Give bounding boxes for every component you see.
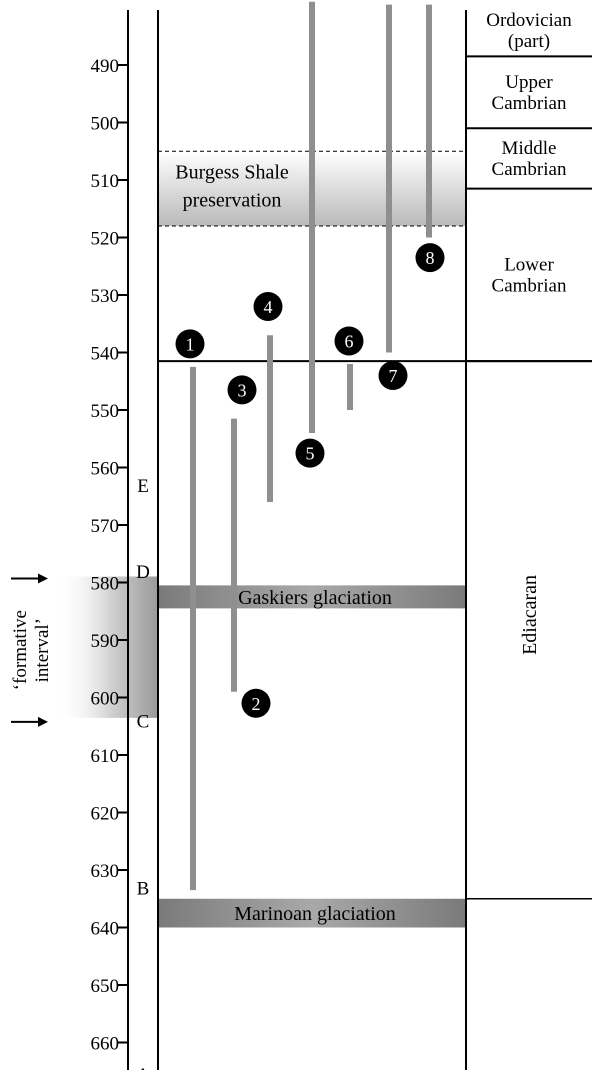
axis-tick-label: 510 [91,171,120,192]
range-bar [309,1,315,433]
zone-letters: E D C B A [136,476,150,1075]
range-marker [175,329,205,359]
range-bar [231,418,237,692]
age-axis: 490 500 510 520 530 540 550 560 570 580 590 600 610 6… [91,56,128,1055]
range-marker-label: 8 [426,248,435,268]
zone-letter: E [137,476,149,497]
range-marker-label: 5 [306,444,315,464]
period-label: Middle Cambrian [492,138,567,180]
range-marker [227,375,257,405]
period-column: Ordovician (part) Upper Cambrian Middle Cambr… [466,10,592,900]
axis-tick-label: 660 [91,1034,120,1055]
range-bar [426,4,432,238]
period-label: Ediacaran [519,575,541,655]
formative-arrow-head [38,716,48,727]
axis-tick-label: 550 [91,401,120,422]
range-marker [253,292,283,321]
range-bar [347,364,353,410]
axis-tick-label: 650 [91,976,120,997]
range-marker [378,361,408,390]
zone-letter: A [136,1065,150,1070]
period-label: Upper Cambrian [492,72,567,114]
range-marker [295,438,325,468]
zone-letter: D [136,562,150,583]
axis-tick-label: 580 [91,574,120,595]
burgess-shale-label: Burgess Shale preservation [175,161,289,211]
range-marker-label: 6 [345,332,354,352]
axis-tick-label: 610 [91,746,120,767]
axis-tick-label: 500 [91,114,120,135]
range-marker-label: 3 [238,380,247,400]
axis-tick-label: 640 [91,919,120,940]
column-frame [127,10,467,1070]
range-marker-label: 7 [389,366,398,386]
axis-tick-label: 620 [91,804,120,825]
glaciation-label: Gaskiers glaciation [238,587,392,609]
glaciation-band [158,898,466,928]
range-marker [241,688,271,718]
range-marker [334,326,364,356]
axis-tick-label: 490 [91,56,120,77]
formative-interval-label: ‘formativeinterval’ [10,610,53,690]
range-marker [415,243,445,273]
range-bar [267,335,273,502]
range-marker-label: 2 [252,694,261,714]
zone-letter: C [137,712,150,733]
formative-interval-shading [56,576,158,718]
zone-letter: B [137,878,150,899]
period-label: Lower Cambrian [492,254,567,296]
period-label: Ordovician (part) [486,10,572,52]
axis-tick-label: 630 [91,861,120,882]
fossil-ranges: 1 2 3 4 5 6 7 8 [175,1,445,891]
formative-interval-band [56,576,158,718]
axis-tick-label: 600 [91,689,120,710]
range-bar [190,366,196,891]
axis-tick-label: 590 [91,631,120,652]
axis-tick-label: 530 [91,286,120,307]
range-bar [386,4,392,353]
range-marker-label: 1 [186,334,195,354]
glaciation-label: Marinoan glaciation [234,903,396,925]
glaciation-bands: Gaskiers glaciation Marinoan glaciation [158,585,466,928]
formative-interval-annotation: ‘formativeinterval’ [10,573,53,727]
axis-tick-label: 560 [91,459,120,480]
band-labels: Burgess Shale preservation [175,161,289,211]
axis-tick-label: 520 [91,229,120,250]
axis-tick-label: 540 [91,344,120,365]
axis-tick-label: 570 [91,516,120,537]
range-marker-label: 4 [264,297,273,317]
formative-arrow-head [38,573,48,584]
